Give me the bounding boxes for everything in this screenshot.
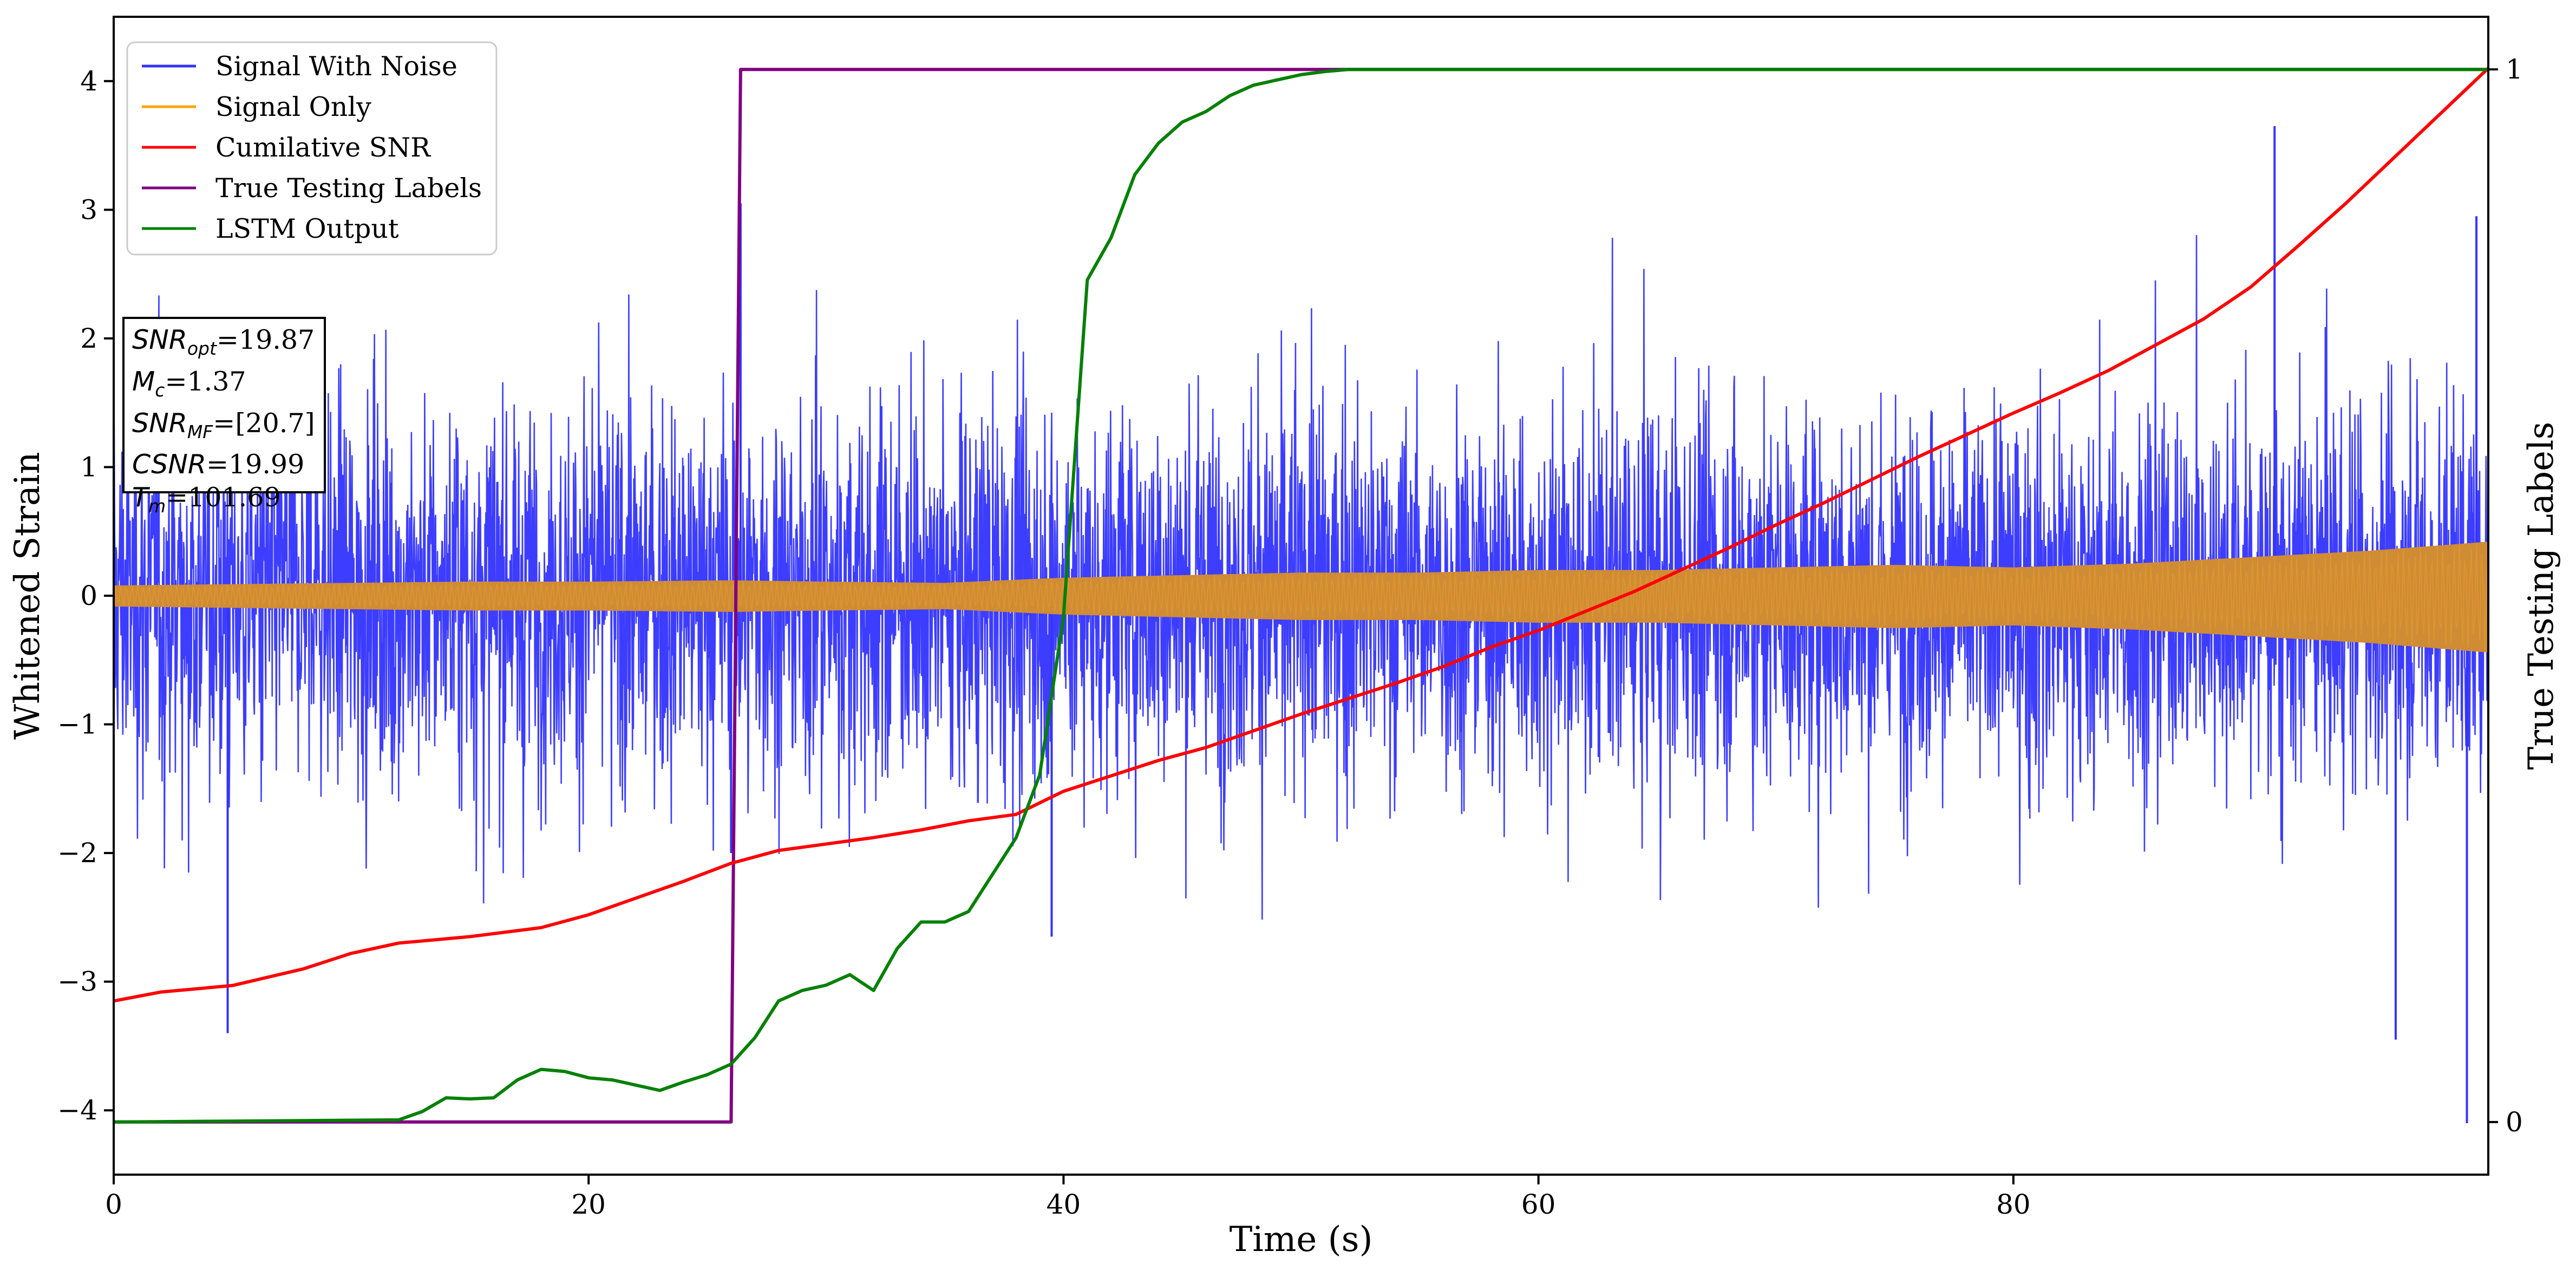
annotation-tm: Tm=101.69 [132, 482, 281, 517]
annotation-snr-opt: SNRopt=19.87 [132, 324, 315, 359]
series-lines [113, 67, 2490, 1124]
signal-only-envelope [114, 542, 2488, 653]
y-right-tick-label-1: 1 [2506, 54, 2523, 85]
x-tick-label-4: 80 [1996, 1189, 2031, 1220]
x-tick-label-0: 0 [105, 1189, 122, 1220]
y-left-tick-label-8: 4 [80, 66, 97, 97]
series-lstm-output [113, 68, 2488, 1124]
legend-label-0: Signal With Noise [215, 51, 457, 82]
y-left-tick-label-7: 3 [80, 194, 97, 225]
annotation-chirp-mass: Mc=1.37 [132, 366, 246, 401]
y-left-tick-label-1: −3 [57, 966, 97, 998]
y-left-tick-label-2: −2 [57, 837, 97, 869]
y-left-tick-label-3: −1 [57, 709, 97, 740]
noise-trace [113, 235, 2489, 920]
y-left-tick-label-0: −4 [57, 1094, 97, 1126]
legend: Signal With Noise Signal Only Cumilative S… [126, 41, 498, 256]
signal-only-trace [113, 543, 2489, 650]
y-right-tick-label-0: 0 [2506, 1106, 2523, 1138]
y-left-tick-label-5: 1 [80, 451, 97, 483]
x-tick-label-1: 20 [571, 1189, 606, 1220]
annotation-snr-mf: SNRMF=[20.7] [132, 407, 315, 442]
signal-layers [113, 126, 2489, 1123]
y-left-tick-label-6: 2 [80, 323, 97, 354]
y-axis-label-left: Whitened Strain [8, 452, 48, 739]
legend-label-2: Cumilative SNR [215, 132, 431, 163]
stats-annotation: SNRopt=19.87 Mc=1.37 SNRMF=[20.7] CSNR=1… [122, 317, 326, 517]
x-tick-label-3: 60 [1521, 1189, 1556, 1220]
annotation-csnr: CSNR=19.99 [132, 449, 305, 480]
legend-label-1: Signal Only [215, 92, 371, 122]
x-axis-label: Time (s) [1230, 1220, 1373, 1260]
series-cumilative-snr [113, 67, 2490, 1003]
y-axis-label-right: True Testing Labels [2521, 422, 2561, 770]
legend-label-3: True Testing Labels [215, 173, 482, 204]
x-tick-label-2: 40 [1047, 1189, 1081, 1220]
legend-label-4: LSTM Output [215, 213, 399, 244]
y-left-tick-label-4: 0 [80, 580, 97, 611]
legend-frame [126, 41, 498, 256]
